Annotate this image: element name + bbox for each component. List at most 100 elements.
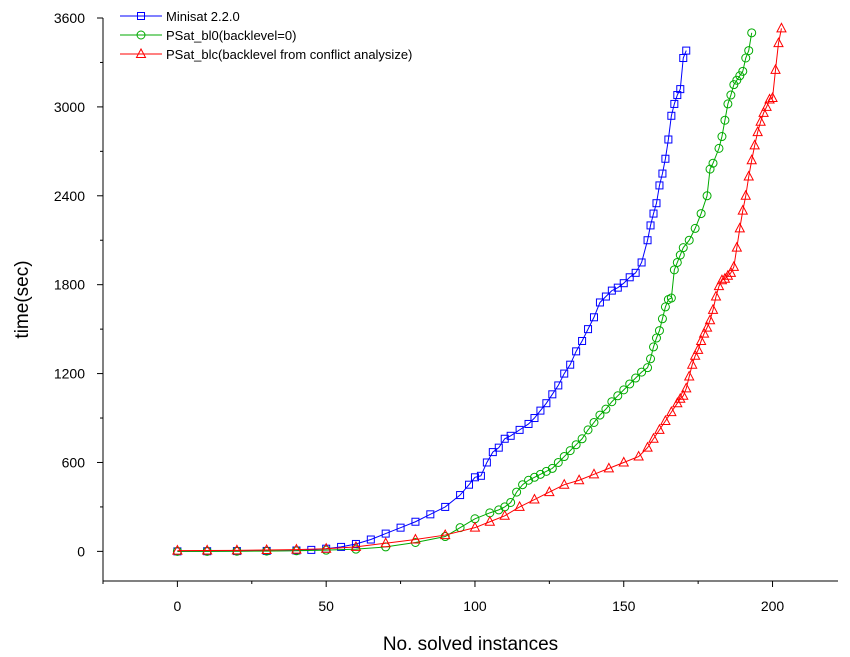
data-point	[535, 469, 545, 479]
data-point	[231, 544, 243, 555]
data-point	[500, 434, 509, 443]
data-point	[737, 204, 749, 215]
data-point	[440, 532, 450, 542]
data-point	[337, 542, 346, 551]
data-point	[675, 250, 685, 260]
x-tick-label: 0	[173, 598, 181, 614]
data-point	[524, 419, 533, 428]
data-point	[565, 446, 575, 456]
data-point	[752, 126, 763, 137]
data-point	[707, 303, 719, 314]
data-point	[714, 143, 724, 153]
data-point	[506, 497, 516, 507]
legend-label: PSat_blc(backlevel from conflict analysi…	[166, 47, 412, 62]
data-point	[232, 546, 242, 556]
series-line	[177, 28, 782, 552]
data-point	[633, 450, 644, 461]
legend-marker	[136, 30, 146, 40]
data-point	[351, 539, 360, 548]
data-point	[547, 463, 557, 473]
data-point	[726, 90, 736, 100]
series-line	[177, 50, 687, 552]
data-point	[672, 257, 682, 267]
data-point	[411, 517, 420, 526]
data-point	[732, 75, 742, 85]
data-point	[776, 22, 787, 33]
x-tick-label: 150	[612, 598, 636, 614]
data-point	[524, 475, 534, 485]
data-point	[553, 457, 563, 467]
data-point	[578, 336, 587, 345]
series-1	[173, 46, 691, 556]
data-point	[618, 456, 630, 467]
y-tick-label: 600	[62, 454, 86, 470]
data-point	[683, 370, 695, 381]
data-point	[652, 199, 661, 208]
data-point	[741, 53, 751, 63]
data-point	[722, 269, 734, 280]
data-point	[381, 529, 390, 538]
data-point	[320, 542, 332, 553]
data-point	[661, 154, 670, 163]
data-point	[642, 441, 653, 452]
data-point	[725, 266, 737, 277]
data-point	[595, 410, 605, 420]
data-point	[744, 46, 754, 56]
data-point	[172, 546, 182, 556]
data-point	[646, 221, 655, 230]
series-2	[172, 28, 757, 556]
data-point	[734, 222, 746, 233]
data-point	[708, 158, 718, 168]
data-point	[631, 373, 641, 383]
data-point	[710, 290, 722, 301]
data-point	[696, 209, 706, 219]
data-point	[613, 283, 622, 292]
data-point	[366, 535, 375, 544]
data-point	[396, 523, 405, 532]
data-point	[646, 354, 656, 364]
data-point	[465, 480, 474, 489]
data-point	[603, 462, 615, 473]
data-point	[740, 189, 752, 200]
data-point	[536, 406, 545, 415]
data-point	[441, 502, 450, 511]
data-point	[728, 260, 740, 271]
data-point	[747, 28, 757, 38]
data-point	[589, 313, 598, 322]
data-point	[619, 279, 628, 288]
data-point	[755, 115, 766, 126]
data-point	[439, 529, 451, 540]
data-point	[262, 546, 272, 556]
series-3	[172, 22, 787, 555]
y-axis-title: time(sec)	[12, 260, 33, 338]
data-point	[588, 468, 600, 479]
data-point	[494, 443, 503, 452]
data-point	[637, 367, 647, 377]
data-point	[690, 223, 700, 233]
data-point	[673, 91, 682, 100]
data-point	[607, 286, 616, 295]
data-point	[554, 381, 563, 390]
legend-label: PSat_bl0(backlevel=0)	[166, 28, 296, 43]
data-point	[637, 258, 646, 267]
data-point	[560, 369, 569, 378]
data-point	[660, 414, 671, 425]
data-point	[566, 360, 575, 369]
data-point	[654, 423, 665, 434]
data-point	[202, 546, 212, 556]
data-point	[601, 292, 610, 301]
data-point	[488, 448, 497, 457]
data-point	[731, 241, 743, 252]
data-point	[677, 389, 689, 400]
data-point	[676, 85, 685, 94]
data-point	[717, 132, 727, 142]
data-point	[573, 474, 585, 485]
data-point	[625, 273, 634, 282]
data-point	[350, 540, 362, 551]
data-point	[456, 491, 465, 500]
x-tick-label: 50	[318, 598, 334, 614]
data-point	[713, 280, 725, 291]
data-point	[291, 546, 301, 556]
x-axis-title: No. solved instances	[383, 634, 558, 655]
